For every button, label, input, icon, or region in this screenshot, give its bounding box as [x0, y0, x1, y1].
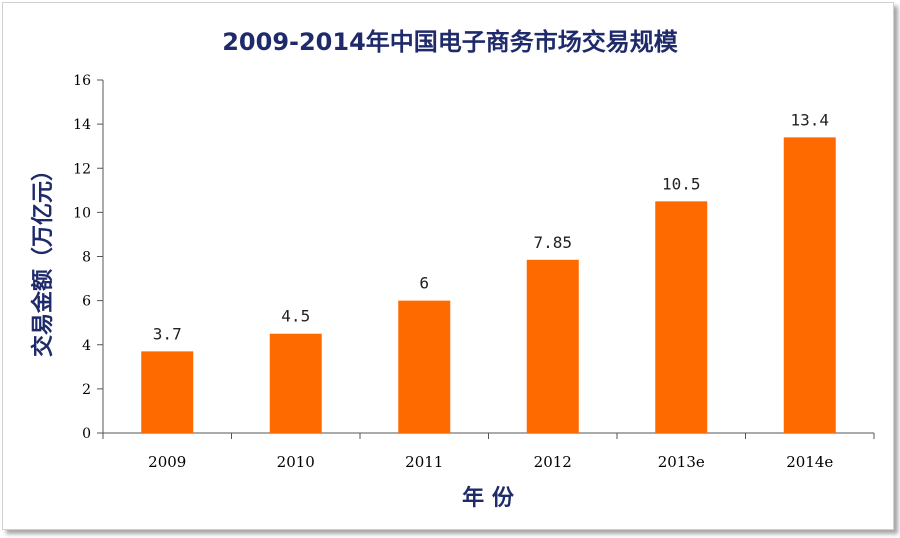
- y-tick-label: 10: [73, 205, 91, 221]
- x-tick-label: 2014e: [786, 453, 833, 471]
- y-tick-label: 4: [82, 338, 91, 354]
- data-label: 4.5: [281, 307, 310, 326]
- x-axis-label: 年 份: [462, 485, 515, 511]
- chart-frame: [2, 2, 894, 530]
- bar: [655, 201, 708, 433]
- data-label: 13.4: [790, 110, 829, 129]
- data-label: 10.5: [662, 174, 701, 193]
- data-label: 6: [419, 274, 429, 293]
- x-tick-label: 2013e: [658, 453, 705, 471]
- bar: [269, 333, 322, 433]
- y-tick-label: 6: [82, 294, 91, 310]
- y-tick-label: 12: [73, 161, 91, 177]
- data-label: 7.85: [533, 233, 572, 252]
- y-tick-label: 8: [82, 250, 91, 266]
- x-tick-label: 2009: [148, 453, 186, 471]
- y-tick-label: 14: [73, 117, 91, 133]
- x-tick-label: 2010: [277, 453, 315, 471]
- y-tick-label: 16: [73, 73, 91, 89]
- data-label: 3.7: [153, 324, 182, 343]
- value-labels: 3.7 4.5 6 7.85 10.5 13.4: [153, 110, 829, 343]
- bar: [398, 300, 451, 433]
- x-tick-label: 2011: [405, 453, 443, 471]
- y-tick-label: 2: [82, 382, 91, 398]
- y-tick-label: 0: [82, 426, 91, 442]
- bar: [526, 259, 579, 433]
- bar: [783, 137, 836, 434]
- x-tick-label: 2012: [534, 453, 572, 471]
- bars: [141, 137, 836, 434]
- y-axis-label: 交易金额（万亿元）: [30, 159, 56, 357]
- chart-title: 2009-2014年中国电子商务市场交易规模: [222, 28, 678, 56]
- bar: [141, 351, 194, 433]
- axes: 0 2 4 6 8 10 12 14 16 2009 2010 2011 2012 2013e 2014e: [73, 73, 875, 471]
